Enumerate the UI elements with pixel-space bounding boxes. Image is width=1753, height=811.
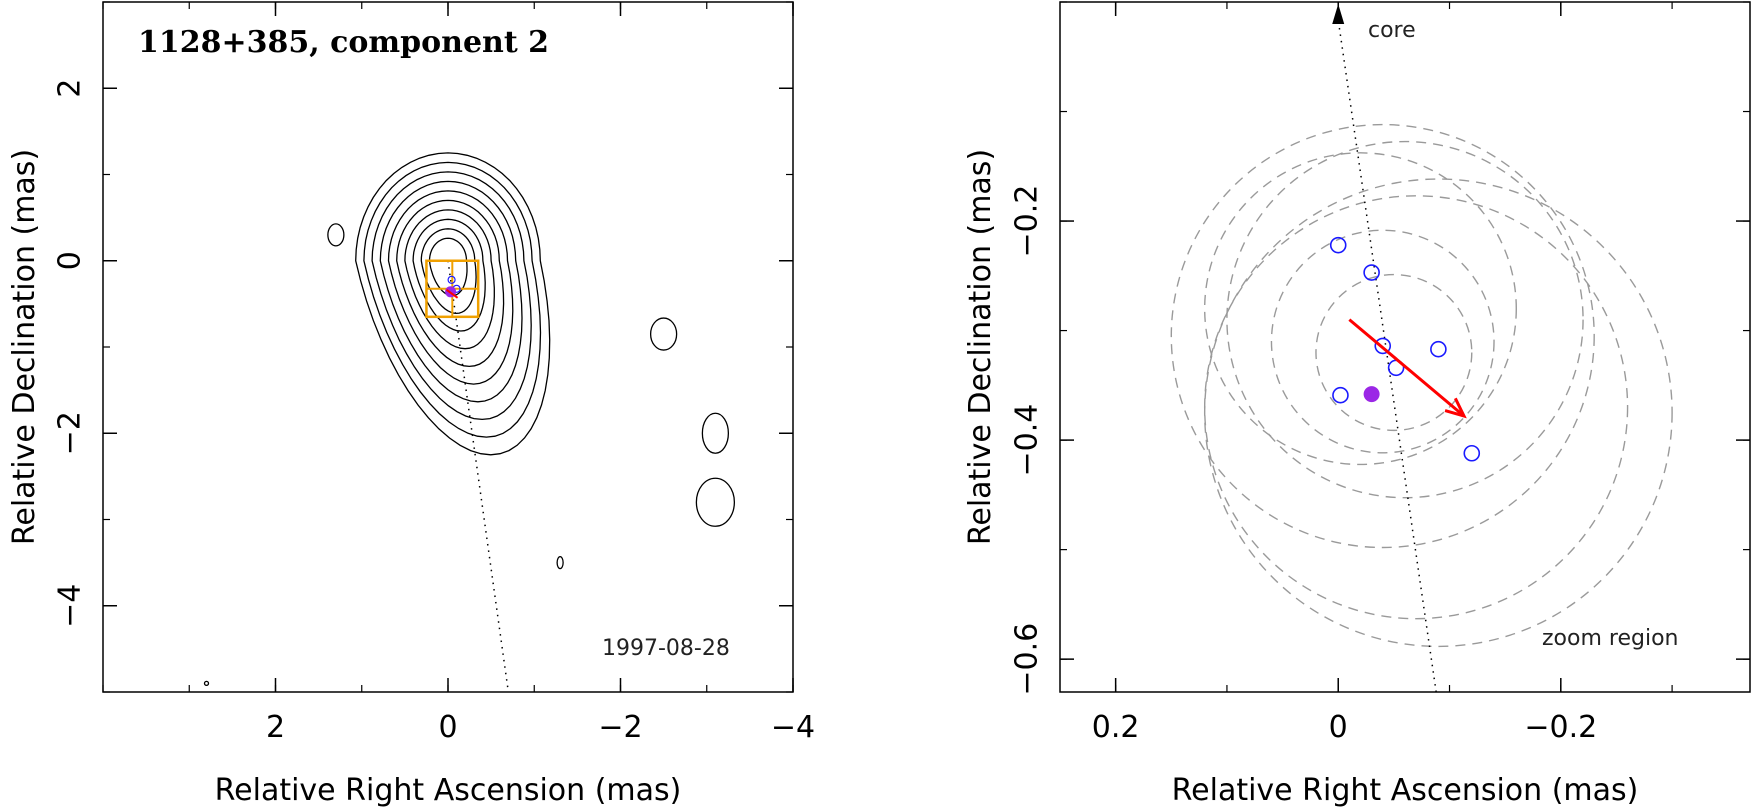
x-tick-label: −2 bbox=[598, 710, 642, 745]
contour-level bbox=[412, 218, 486, 332]
motion-vector-line bbox=[1348, 318, 1465, 418]
right-x-axis-title: Relative Right Ascension (mas) bbox=[1172, 773, 1639, 808]
x-tick-label: −4 bbox=[771, 710, 815, 745]
contour-level bbox=[387, 190, 514, 385]
contour-island bbox=[649, 317, 678, 351]
error-circle bbox=[1203, 152, 1517, 466]
epoch-position-marker bbox=[1430, 340, 1447, 358]
contour-island bbox=[695, 477, 736, 527]
error-circles bbox=[1170, 123, 1673, 648]
contour-island bbox=[701, 412, 730, 454]
epoch-position-marker bbox=[1329, 236, 1347, 254]
error-circle bbox=[1315, 273, 1473, 432]
right-marks bbox=[1170, 4, 1673, 693]
observation-date: 1997-08-28 bbox=[602, 636, 730, 661]
y-tick-label: 0 bbox=[53, 251, 88, 270]
y-tick-label: −0.2 bbox=[1010, 185, 1045, 258]
error-circle bbox=[1203, 178, 1673, 648]
right-plot-frame bbox=[1059, 1, 1751, 693]
y-tick-label: 2 bbox=[53, 79, 88, 98]
y-tick-label: −0.4 bbox=[1010, 404, 1045, 477]
left-plot-title: 1128+385, component 2 bbox=[138, 25, 549, 60]
epoch-marker-small bbox=[447, 275, 456, 284]
contour-level bbox=[363, 161, 542, 438]
x-tick-label: 0.2 bbox=[1092, 710, 1140, 745]
right-axis-ticks: 0.2 0 −0.2 −0.2 −0.4 −0.6 bbox=[1010, 1, 1750, 745]
motion-arrow-small bbox=[445, 288, 459, 299]
contour-level bbox=[355, 152, 551, 456]
contour-island bbox=[203, 680, 210, 687]
error-circle bbox=[1226, 140, 1584, 499]
left-y-axis-title: Relative Declination (mas) bbox=[7, 149, 42, 545]
core-label: core bbox=[1368, 18, 1416, 43]
contour-level bbox=[396, 199, 505, 368]
right-zoom-panel: 0.2 0 −0.2 −0.2 −0.4 −0.6 core zoom region Re… bbox=[963, 1, 1751, 808]
epoch-position-marker bbox=[1374, 337, 1392, 355]
y-tick-label: −2 bbox=[53, 411, 88, 455]
left-x-axis-title: Relative Right Ascension (mas) bbox=[215, 773, 682, 808]
right-y-axis-title: Relative Declination (mas) bbox=[963, 149, 998, 545]
left-axis-ticks: 2 0 −2 −4 2 0 −2 −4 bbox=[53, 1, 815, 745]
contour-level bbox=[379, 180, 523, 403]
left-plot-frame bbox=[102, 1, 794, 693]
epoch-position-marker bbox=[1332, 386, 1349, 404]
contour-island bbox=[556, 555, 564, 570]
left-contour-panel: 2 0 −2 −4 2 0 −2 −4 1128+385, component 2 1997-… bbox=[7, 1, 815, 808]
contour-level bbox=[371, 171, 532, 421]
x-tick-label: 0 bbox=[1329, 710, 1348, 745]
error-circle bbox=[1170, 123, 1595, 549]
x-tick-label: −0.2 bbox=[1524, 710, 1597, 745]
contour-level bbox=[420, 228, 477, 315]
epoch-position-marker bbox=[1463, 444, 1481, 462]
x-tick-label: 2 bbox=[266, 710, 285, 745]
error-circle bbox=[1203, 195, 1629, 620]
contour-island bbox=[327, 223, 345, 247]
core-direction-line bbox=[1337, 19, 1437, 693]
contour-map bbox=[203, 152, 736, 687]
error-circle bbox=[1270, 229, 1495, 454]
zoom-region-label: zoom region bbox=[1542, 626, 1678, 651]
motion-vector-arrowhead bbox=[1444, 397, 1467, 419]
core-arrowhead bbox=[1332, 4, 1345, 24]
jet-axis-line bbox=[447, 260, 510, 693]
epoch-position-marker bbox=[1363, 264, 1380, 281]
y-tick-label: −4 bbox=[53, 584, 88, 628]
left-marks bbox=[425, 259, 510, 693]
y-tick-label: −0.6 bbox=[1010, 623, 1045, 696]
x-tick-label: 0 bbox=[438, 710, 457, 745]
contour-level bbox=[404, 209, 495, 350]
mean-position-marker bbox=[1363, 386, 1380, 403]
